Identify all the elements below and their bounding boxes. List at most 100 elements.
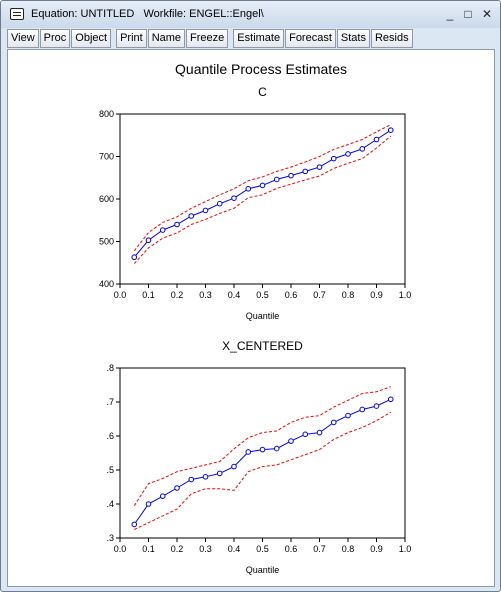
chart1-x-axis-label: Quantile xyxy=(246,311,280,321)
window-title: Equation: UNTITLED Workfile: ENGEL::Enge… xyxy=(31,8,264,20)
chart1-estimate-point xyxy=(188,213,195,219)
chart1-estimate-point xyxy=(131,254,138,261)
chart2-y-tick-label: .5 xyxy=(106,465,114,475)
chart2-x-tick-label: 0.8 xyxy=(342,544,355,554)
maximize-icon[interactable]: □ xyxy=(464,7,472,21)
chart1-y-tick-label: 800 xyxy=(99,109,114,119)
chart1-ci-bound-line xyxy=(133,124,392,252)
chart2-estimate-point xyxy=(145,501,152,507)
chart2-estimate-point xyxy=(131,521,138,528)
stats-button[interactable]: Stats xyxy=(336,29,370,48)
chart2-estimate-point xyxy=(345,412,351,419)
chart2-estimate-point xyxy=(202,474,209,480)
chart2-estimate-point xyxy=(174,485,180,491)
chart2-x-tick-label: 0.1 xyxy=(142,544,155,554)
chart1-y-tick-label: 700 xyxy=(99,152,114,162)
chart2-x-tick-label: 0.5 xyxy=(256,544,269,554)
chart2-x-tick-label: 0.3 xyxy=(199,544,212,554)
chart2-x-tick-label: 0.6 xyxy=(285,544,298,554)
chart1-x-tick-label: 0.9 xyxy=(370,290,383,300)
chart2-estimate-point xyxy=(302,431,309,438)
forecast-button[interactable]: Forecast xyxy=(285,29,336,48)
chart2-estimate-point xyxy=(216,470,223,477)
chart1-estimate-point xyxy=(373,136,380,143)
chart2-title: X_CENTERED xyxy=(222,339,303,353)
chart1-x-tick-label: 0.0 xyxy=(114,290,127,300)
chart1-y-tick-label: 600 xyxy=(99,194,114,204)
chart1-y-tick-label: 500 xyxy=(99,237,114,247)
resids-button[interactable]: Resids xyxy=(370,29,413,48)
chart1-x-tick-label: 0.7 xyxy=(313,290,326,300)
chart1-x-tick-label: 1.0 xyxy=(399,290,412,300)
chart1-estimate-point xyxy=(345,151,351,157)
toolbar: View Proc Object Print Name Freeze Estim… xyxy=(7,29,414,48)
chart2-y-tick-label: .8 xyxy=(106,363,114,373)
chart2-ci-bound-line xyxy=(133,386,391,506)
chart1-estimate-point xyxy=(174,221,180,228)
chart2-estimate-point xyxy=(316,429,323,436)
chart2-x-axis-label: Quantile xyxy=(246,565,280,575)
figure-title: Quantile Process Estimates xyxy=(175,61,347,77)
quantile-process-figure: Quantile Process Estimates C 0.0 0.1 0.2 0.3… xyxy=(99,61,412,575)
estimate-button[interactable]: Estimate xyxy=(233,29,285,48)
freeze-button[interactable]: Freeze xyxy=(186,29,229,48)
chart1-x-tick-label: 0.8 xyxy=(342,290,355,300)
print-button[interactable]: Print xyxy=(116,29,147,48)
chart1-estimate-point xyxy=(259,182,266,189)
chart2-y-tick-label: .6 xyxy=(106,431,114,441)
proc-button[interactable]: Proc xyxy=(39,29,71,48)
chart1-estimate-point xyxy=(231,195,237,201)
chart2-ci-bound-line xyxy=(134,411,392,530)
chart2-estimate-point xyxy=(231,463,237,470)
chart1-x-tick-label: 0.4 xyxy=(228,290,241,300)
chart1-x-tick-label: 0.2 xyxy=(171,290,184,300)
chart1-estimate-point xyxy=(359,146,366,152)
title-bar[interactable]: Equation: UNTITLED Workfile: ENGEL::Enge… xyxy=(1,1,500,28)
chart2-estimate-point xyxy=(359,406,366,413)
chart1-y-tick-label: 400 xyxy=(99,279,114,289)
chart1-estimate-point xyxy=(202,207,209,214)
graph-area: Quantile Process Estimates C 0.0 0.1 0.2 0.3… xyxy=(7,49,495,587)
chart2-estimate-point xyxy=(373,403,380,409)
chart1-estimate-point xyxy=(302,168,309,175)
chart2-x-tick-label: 0.4 xyxy=(228,544,241,554)
chart1-estimate-point xyxy=(245,186,252,192)
chart1-estimate-point xyxy=(330,155,337,162)
object-button[interactable]: Object xyxy=(71,29,112,48)
system-menu-icon[interactable] xyxy=(10,8,24,20)
chart1-estimate-point xyxy=(145,237,152,244)
chart1-plot-frame xyxy=(119,113,406,285)
chart1-estimate-point xyxy=(216,200,223,207)
chart2-x-tick-label: 0.7 xyxy=(313,544,326,554)
chart2-estimate-point xyxy=(259,446,266,453)
chart2-estimate-point xyxy=(245,449,252,455)
chart2-estimate-point xyxy=(288,438,294,444)
chart1-estimate-point xyxy=(273,176,280,183)
view-button[interactable]: View xyxy=(7,29,39,48)
chart1-estimate-point xyxy=(387,127,394,133)
chart2-estimate-point xyxy=(188,476,195,483)
chart1-x-tick-label: 0.6 xyxy=(285,290,298,300)
chart2-x-tick-label: 0.9 xyxy=(370,544,383,554)
chart2-estimate-point xyxy=(387,396,394,403)
chart1-x-tick-label: 0.1 xyxy=(142,290,155,300)
chart1-x-tick-label: 0.3 xyxy=(199,290,212,300)
chart2-y-tick-label: .3 xyxy=(106,533,114,543)
chart1-estimate-point xyxy=(288,172,294,179)
chart1-estimate-point xyxy=(316,164,323,170)
chart2-estimate-point xyxy=(273,445,280,452)
chart1-title: C xyxy=(258,85,267,99)
chart2-y-tick-label: .7 xyxy=(106,397,114,407)
name-button[interactable]: Name xyxy=(147,29,186,48)
chart2-y-tick-label: .4 xyxy=(106,499,114,509)
chart2-x-tick-label: 0.2 xyxy=(171,544,184,554)
chart2-estimate-point xyxy=(330,419,337,426)
minimize-icon[interactable]: _ xyxy=(446,7,454,21)
chart2-x-tick-label: 1.0 xyxy=(399,544,412,554)
close-icon[interactable]: ✕ xyxy=(481,7,493,21)
chart1-estimate-point xyxy=(159,227,166,233)
chart1-x-tick-label: 0.5 xyxy=(256,290,269,300)
chart2-estimate-point xyxy=(159,493,166,499)
chart2-x-tick-label: 0.0 xyxy=(114,544,127,554)
